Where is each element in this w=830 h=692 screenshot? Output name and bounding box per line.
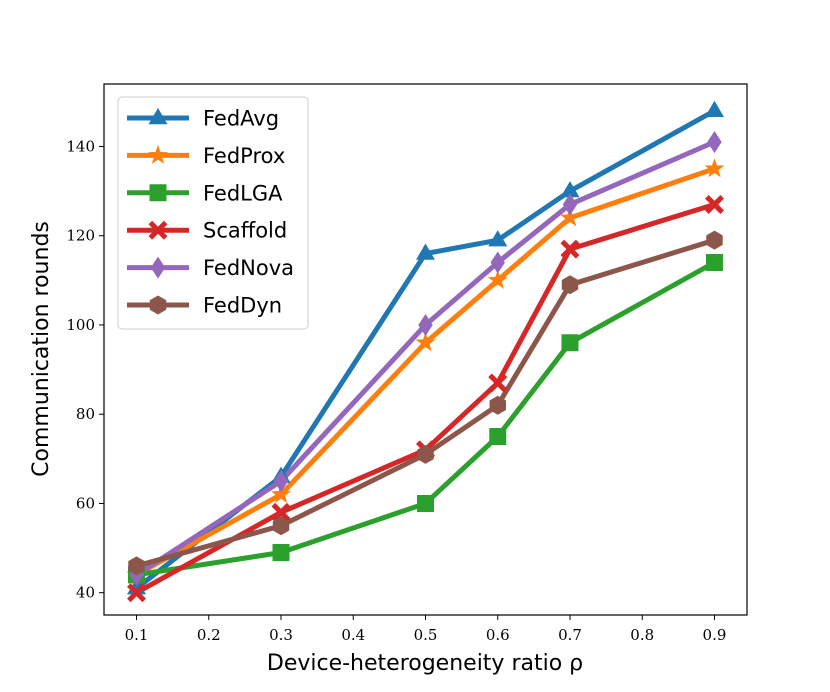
data-point-fedprox [271, 484, 291, 504]
data-point-fednova [490, 251, 505, 274]
data-point-fedprox [415, 332, 436, 352]
data-point-feddyn [561, 275, 579, 295]
data-point-fedlga [489, 428, 507, 446]
x-tick-label: 0.2 [197, 626, 221, 644]
plot-lines [134, 108, 716, 595]
data-point-feddyn [417, 444, 434, 464]
x-tick-label: 0.4 [341, 626, 365, 644]
x-tick-label: 0.9 [703, 626, 727, 644]
legend-label-fedprox: FedProx [203, 144, 285, 168]
series-line-fednova [135, 139, 716, 577]
legend-marker-feddyn [149, 295, 167, 315]
legend-marker-fednova [150, 256, 166, 279]
legend-label-fedavg: FedAvg [203, 107, 279, 131]
data-point-fedlga [272, 544, 290, 562]
data-point-fednova [707, 131, 722, 154]
data-point-fedlga [417, 494, 434, 512]
legend-marker-fedlga [149, 184, 167, 202]
y-tick-label: 80 [76, 405, 95, 423]
series-line-scaffold [135, 202, 716, 595]
x-tick-label: 0.6 [486, 626, 510, 644]
x-tick-label: 0.1 [125, 626, 149, 644]
y-tick-label: 40 [76, 584, 95, 602]
y-tick-label: 60 [76, 494, 95, 512]
data-point-feddyn [272, 516, 290, 536]
plot-markers [126, 100, 725, 603]
legend-marker-fedavg [148, 108, 168, 125]
data-point-fedavg [560, 181, 580, 198]
legend: FedAvg FedProx FedLGA Scaffold FedNova FedDyn [117, 96, 309, 330]
data-point-fednova [418, 313, 433, 336]
x-tick-label: 0.5 [414, 626, 438, 644]
data-point-fedprox [487, 269, 508, 289]
data-point-fednova [273, 470, 289, 493]
series-line-fedprox [135, 166, 716, 578]
data-point-scaffold [704, 194, 724, 214]
data-point-fedprox [704, 158, 725, 178]
data-point-fedlga [705, 253, 723, 271]
data-point-scaffold [560, 239, 580, 259]
data-point-scaffold [488, 373, 508, 393]
y-tick-label: 140 [66, 137, 95, 155]
data-point-fednova [562, 193, 578, 216]
data-point-feddyn [489, 395, 506, 415]
y-axis-label: Communication rounds [29, 221, 54, 477]
legend-label-scaffold: Scaffold [203, 219, 287, 243]
data-point-fedavg [488, 230, 508, 247]
x-axis-label: Device-heterogeneity ratio ρ [267, 651, 583, 676]
x-axis-ticks: 0.1 0.2 0.3 0.4 0.5 0.6 0.7 0.8 0.9 [125, 615, 727, 644]
series-line-feddyn [135, 237, 716, 569]
x-tick-label: 0.3 [269, 626, 293, 644]
legend-marker-fedprox [148, 144, 168, 164]
y-tick-label: 120 [66, 227, 95, 245]
x-tick-label: 0.7 [558, 626, 582, 644]
data-point-fedavg [704, 100, 724, 117]
data-point-feddyn [706, 230, 723, 250]
legend-marker-scaffold [148, 220, 168, 240]
legend-label-feddyn: FedDyn [203, 294, 282, 318]
y-tick-label: 100 [66, 316, 95, 334]
series-line-fedlga [136, 260, 716, 578]
data-point-fedlga [561, 334, 579, 352]
data-point-scaffold [271, 502, 291, 522]
data-point-fedprox [560, 207, 580, 227]
y-axis-ticks: 40 60 80 100 120 140 [66, 137, 104, 602]
data-point-scaffold [127, 583, 147, 603]
data-point-fedavg [416, 243, 435, 260]
legend-label-fednova: FedNova [203, 256, 294, 280]
x-tick-label: 0.8 [630, 626, 654, 644]
data-point-feddyn [128, 556, 145, 576]
legend-label-fedlga: FedLGA [203, 181, 283, 205]
